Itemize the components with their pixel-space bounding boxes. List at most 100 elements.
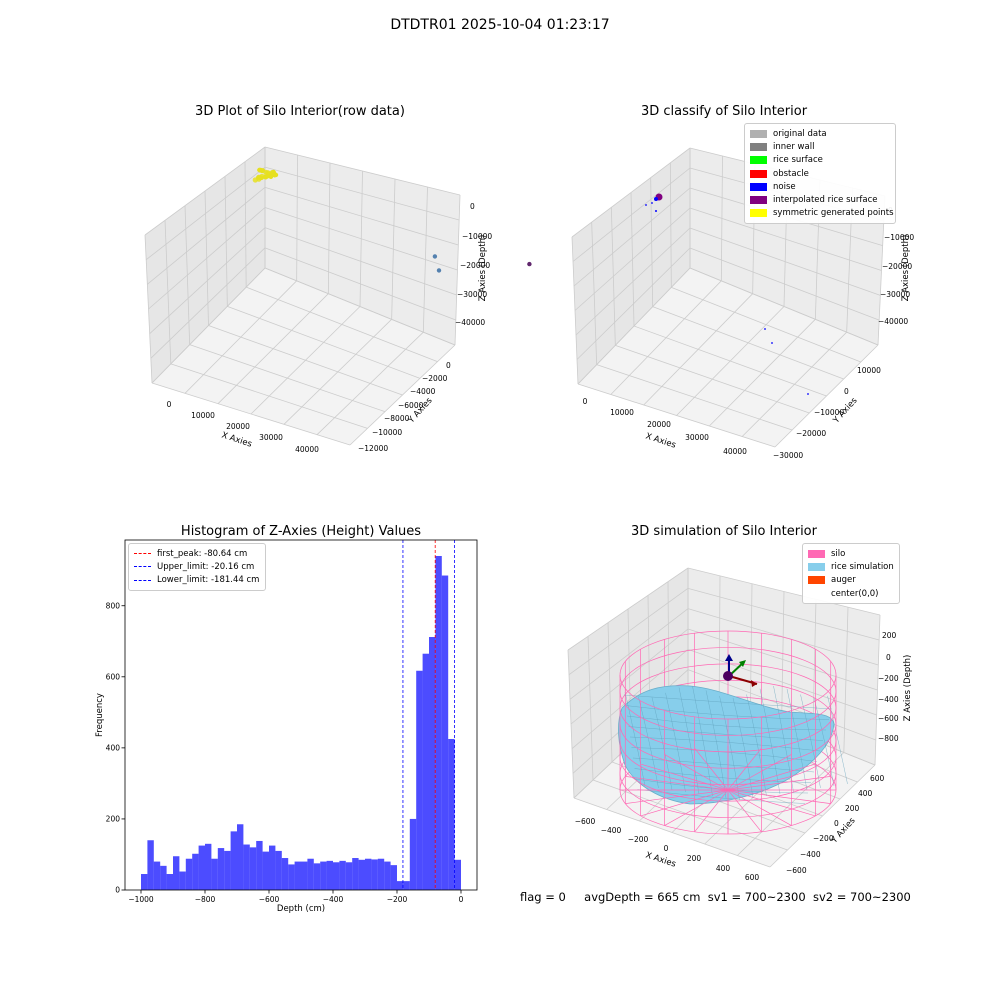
scatter-point [269, 170, 275, 175]
grid-line [689, 267, 879, 346]
scatter-point [257, 167, 263, 173]
grid-line [874, 614, 881, 766]
y-tick-label: 400 [106, 743, 121, 752]
scatter-point [432, 254, 438, 259]
grid-line [668, 707, 858, 783]
histogram-bar [243, 844, 250, 890]
grid-line [671, 727, 782, 833]
panel1-pane-right [265, 147, 460, 345]
grid-line [749, 583, 753, 716]
legend-swatch [750, 196, 767, 205]
silo-ring [619, 757, 837, 802]
panel2-pane-left [572, 148, 690, 384]
y-tick-label: 800 [106, 601, 121, 610]
legend-label: center(0,0) [831, 588, 879, 599]
legend-label: first_peak: -80.64 cm [157, 548, 248, 559]
p4-ylabel: Y Axies [829, 815, 858, 846]
legend-label: obstacle [773, 168, 809, 179]
silo-ring [619, 663, 837, 708]
histogram-bar [153, 861, 161, 890]
p4-xtick: 400 [716, 864, 731, 873]
grid-line [687, 689, 876, 766]
panel2-title: 3D classify of Silo Interior [640, 104, 808, 119]
rice-surface-mesh [623, 685, 848, 804]
histogram-bar [390, 865, 397, 890]
legend-label: interpolated rice surface [773, 195, 878, 206]
p4-xtick: 200 [687, 854, 702, 863]
scatter-point [270, 171, 276, 177]
p4-ztick: −800 [878, 734, 899, 743]
p1-xlabel: X Axies [220, 430, 253, 449]
p1-ytick: −12000 [358, 444, 388, 453]
legend-label: inner wall [773, 141, 815, 152]
legend-item: obstacle [750, 167, 890, 180]
grid-line [264, 166, 460, 221]
p2-point-noise [655, 210, 657, 212]
histogram-bar [454, 859, 461, 890]
grid-line [587, 636, 594, 781]
histogram-bar [416, 670, 423, 890]
legend-label: symmetric generated points [773, 208, 894, 219]
grid-line [647, 595, 651, 727]
p4-ytick: −200 [813, 834, 834, 843]
p2-xtick: 20000 [647, 420, 671, 429]
grid-line [264, 227, 457, 296]
histogram-bar [198, 845, 205, 890]
silo-ring [619, 679, 837, 725]
histogram-bar [358, 859, 365, 890]
p1-ytick: −6000 [398, 401, 424, 410]
histogram-bar [371, 859, 378, 890]
grid-line [669, 162, 672, 288]
histogram-bar [409, 818, 417, 890]
silo-ring [619, 740, 837, 786]
scatter-point [263, 169, 269, 175]
p4-ytick: −400 [800, 850, 821, 859]
grid-line [349, 344, 456, 446]
p2-point-noise [807, 393, 809, 395]
mesh-line [692, 686, 713, 797]
legend-label: auger [831, 575, 856, 586]
figure-title: DTDTR01 2025-10-04 01:23:17 [390, 17, 610, 33]
grid-line [576, 247, 691, 360]
p2-point-interpolated [655, 193, 663, 201]
grid-line [630, 192, 635, 327]
legend-label: noise [773, 181, 796, 192]
scatter-point [271, 170, 276, 175]
p2-xtick: 10000 [610, 408, 634, 417]
grid-line [643, 293, 753, 406]
grid-line [689, 227, 881, 296]
grid-line [151, 267, 266, 384]
scatter-point [271, 169, 276, 175]
p1-xtick: 30000 [259, 433, 283, 442]
histogram-bar [384, 861, 391, 890]
histogram-bar [326, 860, 333, 890]
scatter-point [257, 167, 262, 173]
grid-line [208, 325, 403, 396]
histogram-bar [441, 575, 449, 890]
grid-line [627, 608, 632, 745]
histogram-frame [124, 539, 478, 891]
legend-item: rice simulation [808, 560, 894, 573]
silo-spoke [727, 763, 816, 791]
silo-spoke [640, 789, 729, 817]
rice-surface [618, 685, 835, 805]
p2-point-noise [771, 342, 773, 344]
x-tick-label: −800 [195, 895, 216, 904]
grid-line [571, 649, 689, 749]
p1-ztick: 0 [470, 202, 475, 211]
mesh-line [813, 697, 835, 787]
silo-ring [619, 729, 837, 774]
histogram-bar [448, 738, 455, 890]
p2-ytick: −10000 [814, 408, 844, 417]
grid-line [184, 205, 191, 345]
grid-line [148, 207, 266, 310]
grid-line [147, 187, 266, 285]
p2-point-noise [651, 202, 653, 204]
grid-line [741, 331, 847, 437]
histogram-bar [147, 840, 154, 890]
mesh-line [635, 778, 809, 794]
histogram-bar [377, 858, 385, 890]
silo-spoke [727, 789, 831, 804]
silo-spoke [664, 754, 729, 791]
legend-item: center(0,0) [808, 587, 894, 600]
